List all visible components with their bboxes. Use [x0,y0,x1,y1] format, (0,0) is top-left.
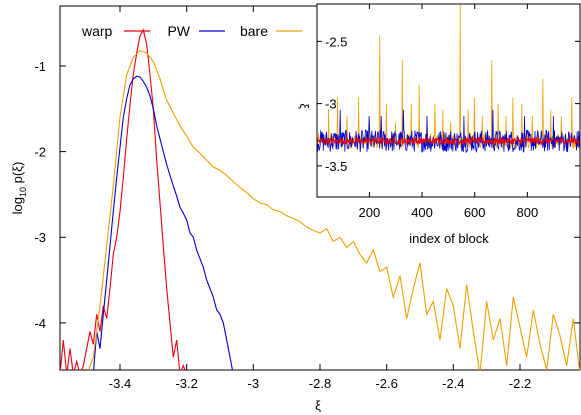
y-label-log: log [10,197,25,214]
inset-y-tick-label: -3 [325,97,337,112]
inset-x-tick-label: 200 [359,205,381,220]
legend-label-warp: warp [81,23,113,39]
main-y-axis-label: log10 p(ξ) [10,162,28,215]
main-x-axis-label: ξ [315,398,321,413]
main-series-lines [60,28,580,370]
series-line-bare [87,49,580,370]
y-label-tail: p(ξ) [10,162,25,187]
x-tick-label: -2.4 [442,376,464,391]
y-tick-label: -2 [34,145,46,160]
legend-label-PW: PW [167,23,190,39]
main-plot: -3.4 -3.2 -3 -2.8 -2.6 -2.4 -2.2 -1 -2 -3 -4 [34,5,581,391]
y-tick-label: -3 [34,230,46,245]
inset-x-tick-label: 800 [516,205,538,220]
x-tick-label: -3 [248,376,260,391]
inset-background [317,4,580,197]
inset-x-tick-label: 600 [464,205,486,220]
inset-series-line-warp [317,136,580,146]
x-tick-label: -3.4 [109,376,131,391]
inset-y-axis-label: ξ [297,103,311,109]
x-tick-label: -2.2 [509,376,531,391]
inset-y-tick-label: -2.5 [325,34,347,49]
series-line-warp [60,28,186,370]
inset-y-tick-label: -3.5 [325,159,347,174]
inset-x-axis-label: index of block [409,231,489,246]
series-line-PW [93,75,234,370]
y-label-sub: 10 [18,187,28,197]
legend: warp PW bare [81,23,302,39]
x-tick-label: -2.8 [309,376,331,391]
x-tick-label: -3.2 [175,376,197,391]
inset-x-tick-label: 400 [411,205,433,220]
x-tick-label: -2.6 [375,376,397,391]
inset-frame [316,3,581,198]
legend-label-bare: bare [240,23,268,39]
inset-plot: 200 400 600 800 -2.5 -3 -3.5 [316,3,581,220]
y-tick-label: -4 [34,316,46,331]
y-tick-label: -1 [34,59,46,74]
